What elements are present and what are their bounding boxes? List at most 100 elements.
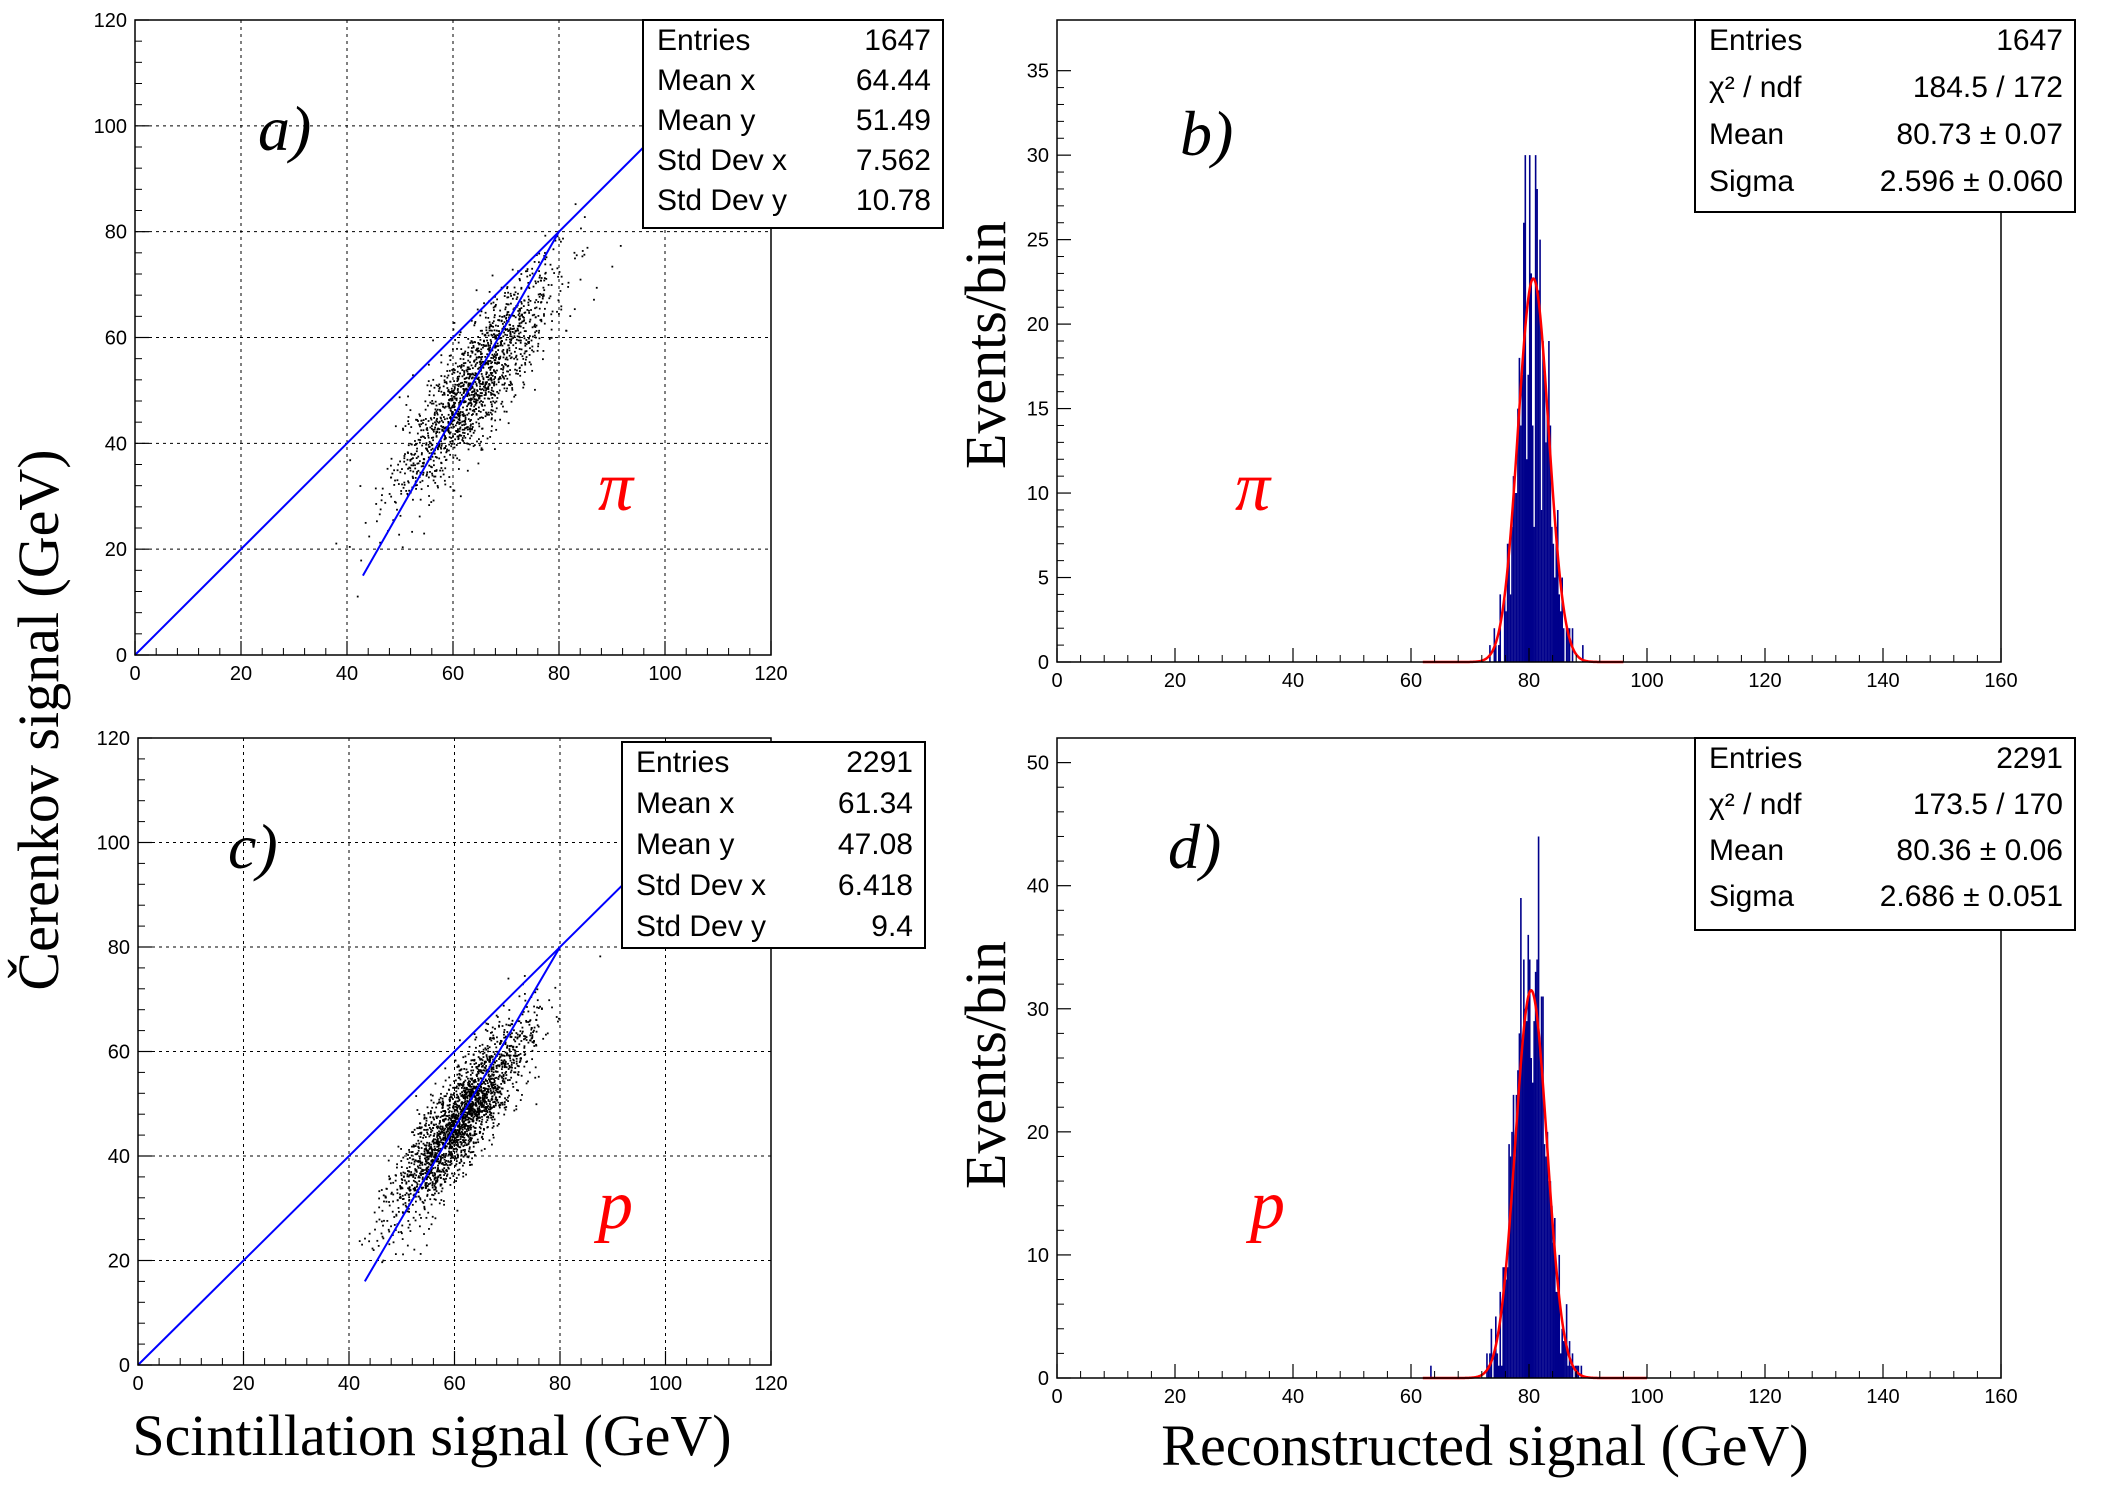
scatter-point (442, 1101, 445, 1104)
scatter-point (519, 1099, 522, 1101)
scatter-point (471, 1157, 473, 1160)
scatter-point (470, 1107, 472, 1110)
scatter-point (416, 484, 418, 486)
scatter-point (534, 336, 537, 339)
scatter-point (506, 313, 509, 316)
scatter-point (456, 383, 459, 386)
scatter-point (470, 340, 473, 342)
scatter-point (423, 458, 425, 460)
scatter-point (487, 343, 490, 346)
scatter-point (459, 372, 461, 375)
scatter-point (491, 1073, 494, 1076)
scatter-point (381, 1209, 384, 1212)
scatter-point (525, 1082, 528, 1085)
scatter-point (490, 379, 493, 382)
scatter-point (494, 334, 497, 337)
scatter-point (481, 382, 484, 385)
scatter-point (461, 1087, 463, 1089)
scatter-point (468, 1108, 471, 1111)
scatter-point (460, 1074, 463, 1077)
scatter-point (447, 1167, 450, 1170)
scatter-point (511, 1045, 514, 1048)
scatter-point (452, 1124, 455, 1127)
scatter-point (491, 274, 494, 277)
scatter-point (471, 376, 474, 379)
scatter-point (450, 1125, 453, 1128)
scatter-point (529, 318, 532, 321)
scatter-point (408, 466, 411, 469)
scatter-point (517, 1053, 520, 1056)
scatter-point (427, 1183, 430, 1186)
scatter-point (437, 1145, 440, 1148)
scatter-point (417, 438, 420, 441)
scatter-point (425, 1172, 427, 1175)
scatter-point (470, 377, 473, 380)
scatter-point (439, 1133, 442, 1135)
scatter-point (502, 349, 505, 351)
scatter-point (522, 358, 525, 360)
scatter-point (558, 271, 561, 273)
scatter-point (519, 309, 521, 312)
scatter-point (559, 240, 562, 243)
scatter-point (401, 1181, 403, 1184)
scatter-point (430, 1163, 433, 1166)
scatter-point (455, 422, 458, 425)
scatter-point (486, 376, 489, 378)
scatter-point (463, 1081, 465, 1083)
scatter-point (431, 474, 434, 477)
scatter-point (485, 411, 487, 414)
scatter-point (513, 1109, 516, 1112)
stats-value: 184.5 / 172 (1913, 71, 2063, 104)
scatter-point (464, 1100, 467, 1103)
scatter-point (444, 436, 447, 439)
scatter-point (493, 1093, 496, 1096)
scatter-point (469, 1124, 471, 1127)
scatter-point (505, 1106, 508, 1108)
scatter-point (437, 1142, 440, 1145)
scatter-point (485, 1121, 488, 1124)
scatter-point (441, 1128, 444, 1131)
scatter-point (465, 1173, 467, 1176)
scatter-point (432, 479, 435, 482)
scatter-point (507, 291, 510, 294)
scatter-point (412, 1179, 415, 1182)
scatter-point (383, 1219, 385, 1222)
scatter-point (469, 1094, 471, 1097)
scatter-point (458, 459, 461, 461)
scatter-point (482, 409, 485, 411)
scatter-point (492, 1090, 495, 1093)
scatter-point (498, 1086, 501, 1089)
scatter-point (492, 1068, 495, 1071)
scatter-point (460, 1143, 463, 1146)
scatter-point (413, 1163, 416, 1166)
scatter-point (441, 1104, 444, 1107)
scatter-point (492, 1125, 495, 1128)
scatter-point (455, 1150, 458, 1153)
scatter-point (421, 1168, 424, 1171)
scatter-point (491, 374, 494, 377)
scatter-point (528, 361, 531, 364)
scatter-point (404, 1172, 406, 1175)
scatter-point (456, 347, 458, 350)
scatter-point (478, 1120, 481, 1122)
x-tick-label: 100 (649, 1373, 682, 1395)
scatter-point (560, 308, 563, 311)
scatter-point (486, 381, 488, 383)
scatter-point (466, 1095, 469, 1098)
scatter-point (442, 1127, 444, 1130)
scatter-point (463, 391, 465, 394)
scatter-point (416, 471, 418, 473)
scatter-point (451, 411, 453, 413)
scatter-point (498, 1064, 501, 1067)
scatter-point (488, 348, 491, 351)
scatter-point (479, 410, 482, 413)
scatter-point (502, 371, 505, 374)
scatter-point (445, 429, 448, 432)
scatter-point (509, 292, 512, 295)
scatter-point (427, 1175, 430, 1178)
scatter-point (467, 338, 470, 340)
scatter-point (425, 447, 428, 450)
scatter-point (371, 1247, 374, 1250)
scatter-point (567, 286, 570, 288)
scatter-point (528, 312, 531, 314)
